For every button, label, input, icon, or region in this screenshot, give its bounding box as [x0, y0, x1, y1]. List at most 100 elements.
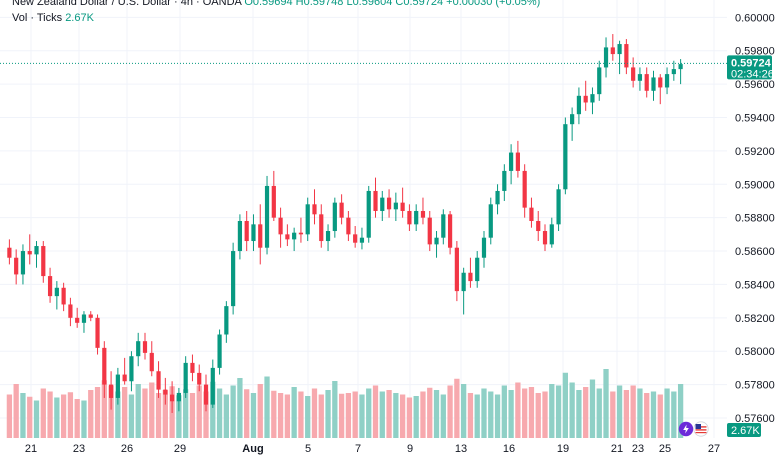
candle: [210, 359, 215, 408]
candle: [319, 204, 324, 248]
y-tick-label: 0.59600: [735, 79, 775, 91]
candle: [264, 175, 270, 255]
volume-bar: [345, 393, 352, 438]
candles: [7, 34, 683, 413]
candle: [509, 144, 514, 185]
candle: [298, 217, 304, 243]
candle: [495, 184, 500, 215]
volume-bar: [135, 384, 141, 438]
volume-bar: [47, 391, 53, 438]
volume-bar: [522, 388, 528, 438]
y-tick-label: 0.59400: [735, 113, 775, 125]
candle: [603, 37, 609, 78]
candle: [502, 164, 507, 201]
candle: [237, 214, 243, 260]
candle: [529, 197, 534, 228]
volume-bar: [616, 385, 623, 438]
y-tick-label: 0.59200: [735, 146, 775, 158]
chart-legend: New Zealand Dollar / U.S. Dollar · 4h · …: [12, 0, 540, 26]
candle: [454, 241, 459, 302]
volume-bar: [60, 394, 67, 438]
y-tick-label: 0.59000: [735, 179, 775, 191]
volume-bar: [27, 396, 33, 438]
volume-bar: [223, 394, 229, 438]
y-tick-label: 0.59800: [735, 46, 775, 58]
volume-bar: [569, 382, 575, 438]
candle: [170, 381, 175, 413]
ohlc-values: O0.59694 H0.59748 L0.59604 C0.59724 +0.0…: [244, 0, 541, 8]
candle: [251, 214, 256, 252]
candle: [556, 184, 561, 232]
time-axis[interactable]: 21 23 26 29 Aug 5 7 9 13 16 19 21 23 25 27: [25, 443, 720, 455]
candle: [108, 371, 114, 410]
candle: [610, 34, 615, 61]
candle: [549, 217, 554, 248]
candle: [576, 87, 582, 125]
volume-bar: [488, 391, 494, 438]
candle: [386, 189, 392, 218]
volume-bar: [88, 390, 94, 438]
candle: [420, 197, 426, 225]
volume-bar: [13, 384, 19, 438]
volume-bar: [372, 385, 379, 438]
price-axis[interactable]: 0.60000 0.59800 0.59600 0.59400 0.59200 0.590…: [735, 12, 775, 425]
volume-bar: [528, 387, 535, 438]
x-tick-label: 23: [73, 443, 85, 455]
candle: [515, 140, 520, 178]
candle: [570, 107, 575, 141]
volume-bar: [128, 394, 135, 438]
volume-bar: [474, 394, 480, 438]
candle: [373, 177, 378, 218]
candle: [447, 210, 453, 255]
candle: [41, 241, 46, 283]
volume-bar: [74, 399, 80, 438]
candle: [339, 194, 344, 225]
x-tick-label: 25: [659, 443, 671, 455]
volume-bar: [67, 392, 74, 438]
x-tick-label: 21: [25, 443, 37, 455]
volume-bar: [189, 393, 196, 438]
add-plus-icon[interactable]: [678, 421, 694, 437]
volume-bar: [305, 396, 311, 438]
candle: [88, 311, 93, 322]
volume-bar: [81, 400, 87, 438]
volume-bar: [325, 390, 331, 438]
candle: [54, 281, 59, 310]
volume-bar: [603, 369, 609, 438]
volume-badge-label: 2.67K: [731, 425, 760, 437]
volume-bar: [637, 388, 643, 438]
volume-bar: [216, 388, 223, 438]
volume-bar: [33, 400, 40, 438]
x-tick-label: 23: [632, 443, 644, 455]
candle: [47, 267, 53, 303]
candle: [149, 341, 154, 377]
y-tick-label: 0.58600: [735, 246, 775, 258]
candle: [129, 351, 134, 392]
y-tick-label: 0.57800: [735, 380, 775, 392]
volume-bar: [318, 394, 324, 438]
volume-bar: [162, 390, 168, 438]
grid: [0, 0, 727, 438]
volume-bar: [447, 385, 453, 438]
flag-icon[interactable]: [693, 421, 709, 437]
candle: [115, 367, 120, 405]
volume-bar: [562, 372, 568, 438]
volume-value: 2.67K: [65, 12, 94, 24]
last-price-badge: 0.59724 02:34:26: [727, 55, 774, 80]
candle: [475, 251, 480, 288]
y-tick-label: 0.60000: [735, 12, 775, 24]
volume-bar: [338, 393, 345, 438]
volume-bar: [115, 391, 121, 438]
candle: [312, 189, 317, 225]
volume-bar: [40, 388, 46, 438]
volume-bar: [406, 397, 413, 438]
y-tick-label: 0.57600: [735, 413, 775, 425]
candle: [102, 341, 107, 398]
candle: [122, 357, 127, 385]
volume-bar: [583, 387, 589, 438]
volume-bars: [6, 369, 684, 438]
volume-bar: [250, 393, 257, 438]
x-tick-label: 16: [503, 443, 515, 455]
